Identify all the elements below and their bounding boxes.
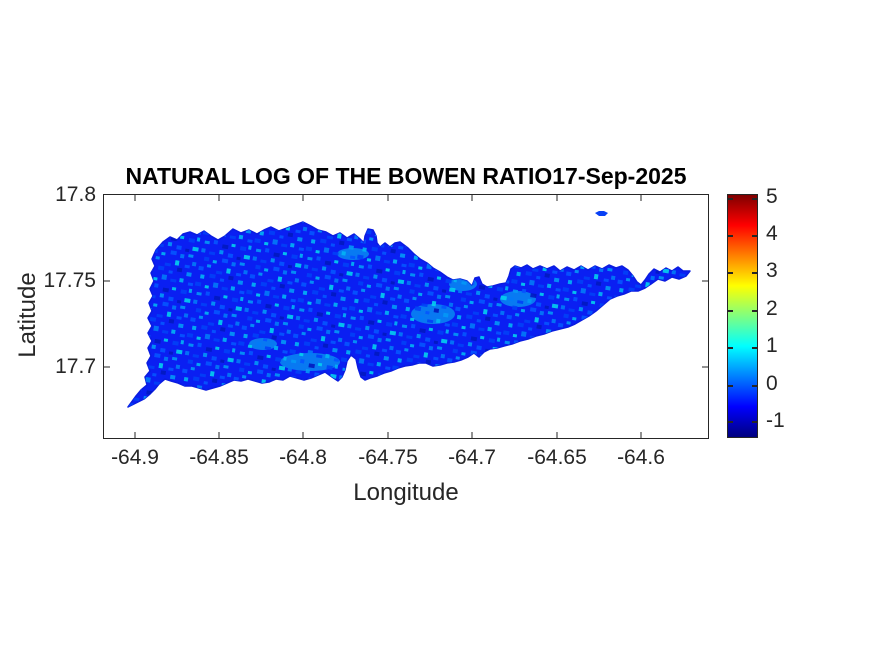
colorbar-tick [752,198,757,200]
x-tick-label: -64.6 [617,446,665,469]
colorbar-tick [752,272,757,274]
colorbar-tick [728,310,733,312]
colorbar-tick [752,347,757,349]
x-axis-ticks-bottom [134,432,642,438]
colorbar-tick-label: 5 [766,185,778,208]
x-tick-label: -64.75 [358,446,418,469]
y-tick-label: 17.75 [43,269,96,292]
y-tick-label: 17.8 [55,183,96,206]
colorbar-tick-label: -1 [766,409,785,432]
colorbar-tick [752,310,757,312]
map-plot [103,194,709,439]
x-axis-ticks-top [134,195,642,201]
x-tick-label: -64.7 [448,446,496,469]
island-texture [128,222,690,407]
y-axis-ticks [104,280,708,368]
colorbar-tick [752,421,757,423]
x-tick-label: -64.65 [527,446,587,469]
colorbar-tick-label: 4 [766,222,778,245]
colorbar-tick [728,347,733,349]
colorbar-tick [752,235,757,237]
colorbar-tick [752,385,757,387]
plot-box [103,194,709,439]
colorbar-tick [728,235,733,237]
x-tick-label: -64.9 [111,446,159,469]
colorbar-tick-label: 2 [766,297,778,320]
colorbar-tick [728,385,733,387]
x-tick-label: -64.85 [189,446,249,469]
plot-title: NATURAL LOG OF THE BOWEN RATIO17-Sep-202… [125,163,687,189]
colorbar-tick-label: 0 [766,372,778,395]
y-tick-label: 17.7 [55,355,96,378]
x-axis-label: Longitude [353,479,459,506]
colorbar-tick [728,198,733,200]
x-tick-label: -64.8 [279,446,327,469]
colorbar-tick [728,272,733,274]
colorbar-tick-label: 1 [766,334,778,357]
buck-island [595,211,608,216]
colorbar [727,194,758,438]
colorbar-tick-label: 3 [766,259,778,282]
y-axis-label: Latitude [14,272,41,358]
colorbar-tick [728,421,733,423]
